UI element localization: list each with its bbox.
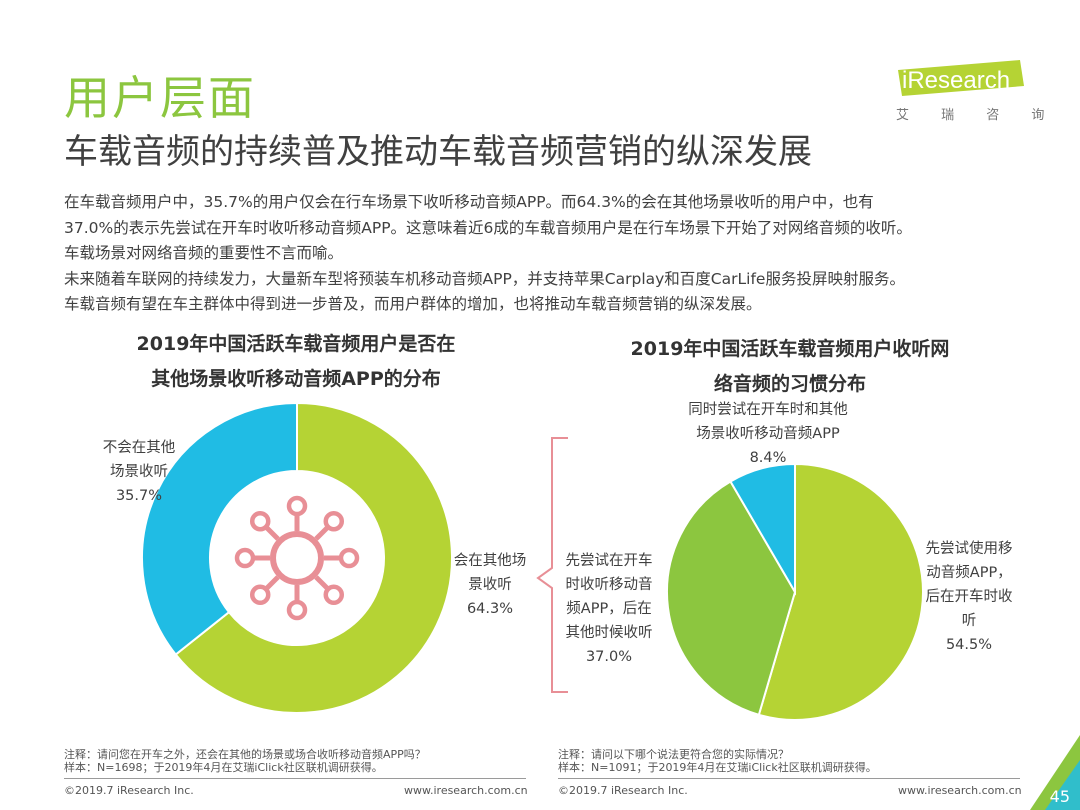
- slice-label-line: 场景收听: [110, 464, 168, 480]
- footer-copyright-right: ©2019.7 iResearch Inc.: [558, 784, 688, 797]
- network-icon-spoke: [264, 575, 280, 591]
- chart2-title-line: 络音频的习惯分布: [713, 373, 866, 395]
- slice-label-line: 动音频APP，: [926, 565, 1012, 581]
- chart2-slice-2: [729, 462, 796, 596]
- summary-line: 车载音频有望在车主群体中得到进一步普及，而用户群体的增加，也将推动车载音频营销的…: [64, 295, 762, 313]
- chart1-slice-0: [174, 401, 453, 714]
- footer-url-right[interactable]: www.iresearch.com.cn: [898, 784, 1022, 797]
- page-number: 45: [1049, 787, 1070, 806]
- footer-rule-left: [64, 778, 526, 779]
- section-title: 用户层面: [64, 71, 256, 125]
- slice-label-line: 其他时候收听: [565, 625, 653, 641]
- slice-label-line: 会在其他场: [453, 553, 527, 569]
- slice-value-label: 37.0%: [585, 649, 633, 665]
- network-icon-spoke: [314, 525, 330, 541]
- network-icon-node: [338, 547, 360, 569]
- chart1-label-no: 不会在其他 场景收听 35.7%: [84, 436, 194, 508]
- logo-mark: iResearch: [898, 60, 1024, 96]
- notes-right: 注释：请问以下哪个说法更符合您的实际情况？ 样本：N=1091；于2019年4月…: [558, 748, 877, 774]
- network-icon-node: [249, 584, 271, 606]
- summary-text: 在车载音频用户中，35.7%的用户仅会在行车场景下收听移动音频APP。而64.3…: [64, 190, 1054, 318]
- chart2-title-line: 2019年中国活跃车载音频用户收听网: [630, 338, 950, 360]
- network-icon-node: [323, 584, 345, 606]
- bracket-connector: [536, 437, 568, 693]
- network-icon-spoke: [264, 525, 280, 541]
- note-line: 样本：N=1698；于2019年4月在艾瑞iClick社区联机调研获得。: [64, 761, 383, 774]
- slice-label-line: 景收听: [468, 577, 512, 593]
- note-line: 样本：N=1091；于2019年4月在艾瑞iClick社区联机调研获得。: [558, 761, 877, 774]
- slice-value-label: 35.7%: [115, 488, 163, 504]
- slice-label-line: 后在开车时收: [925, 589, 1013, 605]
- slice-label-line: 场景收听移动音频APP: [696, 426, 840, 442]
- network-icon-node: [323, 510, 345, 532]
- network-icon-node: [249, 510, 271, 532]
- chart2-label-car-first: 先尝试在开车 时收听移动音 频APP，后在 其他时候收听 37.0%: [553, 549, 665, 669]
- logo-subtitle: 艾 瑞 咨 询: [896, 108, 1059, 123]
- network-icon-spoke: [314, 575, 330, 591]
- page-heading: 车载音频的持续普及推动车载音频营销的纵深发展: [64, 132, 812, 172]
- footer-url-left[interactable]: www.iresearch.com.cn: [404, 784, 528, 797]
- iresearch-logo: iResearch: [890, 58, 1030, 122]
- chart2-title: 2019年中国活跃车载音频用户收听网 络音频的习惯分布: [600, 332, 980, 402]
- note-line: 注释：请问您在开车之外，还会在其他的场景或场合收听移动音频APP吗？: [64, 748, 426, 761]
- logo-text: iResearch: [902, 67, 1010, 94]
- slice-value-label: 8.4%: [749, 450, 787, 466]
- notes-left: 注释：请问您在开车之外，还会在其他的场景或场合收听移动音频APP吗？ 样本：N=…: [64, 748, 426, 774]
- slice-label-line: 时收听移动音: [565, 577, 653, 593]
- chart2-label-both: 同时尝试在开车时和其他 场景收听移动音频APP 8.4%: [668, 398, 868, 470]
- summary-line: 未来随着车联网的持续发力，大量新车型将预装车机移动音频APP，并支持苹果Carp…: [64, 269, 905, 288]
- slice-label-line: 不会在其他: [102, 440, 176, 456]
- slice-label-line: 频APP，后在: [566, 601, 652, 617]
- chart1-title: 2019年中国活跃车载音频用户是否在 其他场景收听移动音频APP的分布: [96, 327, 496, 397]
- summary-line: 在车载音频用户中，35.7%的用户仅会在行车场景下收听移动音频APP。而64.3…: [64, 193, 874, 211]
- network-icon-node: [234, 547, 256, 569]
- footer-rule-right: [558, 778, 1020, 779]
- slice-label-line: 先尝试在开车: [565, 553, 653, 569]
- slice-value-label: 54.5%: [945, 637, 993, 653]
- slice-label-line: 听: [961, 613, 977, 629]
- slice-label-line: 同时尝试在开车时和其他: [688, 402, 848, 418]
- summary-line: 37.0%的表示先尝试在开车时收听移动音频APP。这意味着近6成的车载音频用户是…: [64, 218, 912, 237]
- summary-line: 车载场景对网络音频的重要性不言而喻。: [64, 244, 344, 262]
- chart1-title-line: 2019年中国活跃车载音频用户是否在: [136, 333, 456, 355]
- chart2-slice-1: [666, 480, 797, 717]
- chart1-label-yes: 会在其他场 景收听 64.3%: [440, 549, 540, 621]
- slice-label-line: 先尝试使用移: [925, 541, 1013, 557]
- network-icon: [270, 531, 324, 585]
- slice-value-label: 64.3%: [466, 601, 514, 617]
- chart1-title-line: 其他场景收听移动音频APP的分布: [151, 368, 441, 390]
- chart2-label-other-first: 先尝试使用移 动音频APP， 后在开车时收 听 54.5%: [914, 537, 1024, 657]
- chart2-slice-0: [757, 462, 924, 721]
- chart1-slice-1: [141, 401, 298, 656]
- network-icon-node: [286, 599, 308, 621]
- network-icon-node: [286, 495, 308, 517]
- footer-copyright-left: ©2019.7 iResearch Inc.: [64, 784, 194, 797]
- note-line: 注释：请问以下哪个说法更符合您的实际情况？: [558, 748, 789, 761]
